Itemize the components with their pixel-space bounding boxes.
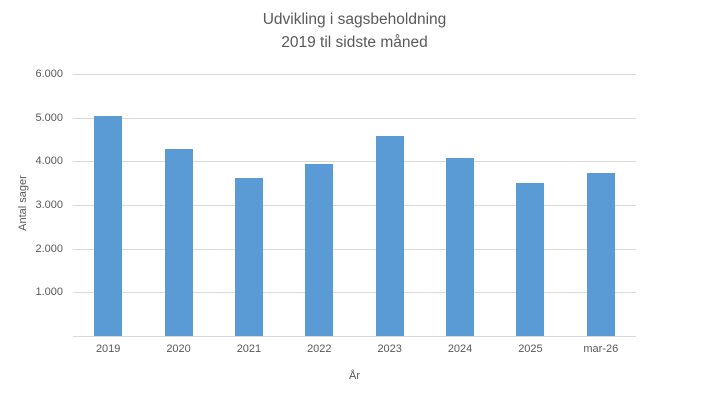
x-tick-label: 2022 — [307, 343, 332, 355]
y-axis-tick-labels: 6.000 5.000 4.000 3.000 2.000 1.000 — [0, 68, 63, 336]
gridline — [73, 205, 636, 206]
x-tick-label: 2020 — [166, 343, 191, 355]
x-tick-label: 2021 — [236, 343, 262, 355]
bar-series — [73, 74, 636, 336]
bar-cell — [143, 74, 213, 336]
x-tick-label: 2024 — [447, 343, 473, 355]
bar-cell — [214, 74, 284, 336]
x-axis-title: År — [349, 370, 360, 382]
bar-2020 — [164, 149, 193, 336]
bar-2025 — [516, 182, 545, 336]
bar-cell — [284, 74, 354, 336]
x-tick-label: 2019 — [95, 343, 121, 355]
bar-cell — [566, 74, 636, 336]
gridline — [73, 74, 636, 75]
y-tick-label: 6.000 — [35, 68, 63, 80]
x-axis-tick-labels: 2019 2020 2021 2022 2023 2024 2025 mar-26 — [73, 343, 636, 355]
y-tick-label: 3.000 — [35, 199, 63, 211]
bar-cell — [73, 74, 143, 336]
x-tick-label: 2023 — [377, 343, 402, 355]
chart-title-block: Udvikling i sagsbeholdning 2019 til sids… — [73, 8, 636, 54]
bar-2023 — [375, 136, 404, 336]
y-tick-label: 4.000 — [35, 155, 63, 168]
gridline — [73, 117, 636, 119]
bar-cell — [425, 74, 495, 336]
bar-2021 — [234, 178, 263, 336]
y-tick-label: 1.000 — [35, 286, 63, 299]
bar-2024 — [446, 157, 475, 336]
gridline — [73, 248, 636, 250]
chart-subtitle: 2019 til sidste måned — [281, 34, 428, 51]
x-tick-label: mar-26 — [583, 343, 619, 355]
gridline — [73, 161, 636, 163]
bar-mar-26 — [586, 172, 615, 336]
bar-2019 — [94, 116, 123, 336]
bar-cell — [355, 74, 425, 336]
bar-2022 — [305, 164, 334, 336]
plot-area — [73, 74, 636, 337]
chart-title: Udvikling i sagsbeholdning — [262, 11, 447, 28]
y-tick-label: 5.000 — [35, 111, 63, 124]
gridline — [73, 292, 636, 294]
x-tick-label: 2025 — [518, 343, 543, 355]
bar-cell — [495, 74, 565, 336]
y-tick-label: 2.000 — [35, 242, 63, 255]
